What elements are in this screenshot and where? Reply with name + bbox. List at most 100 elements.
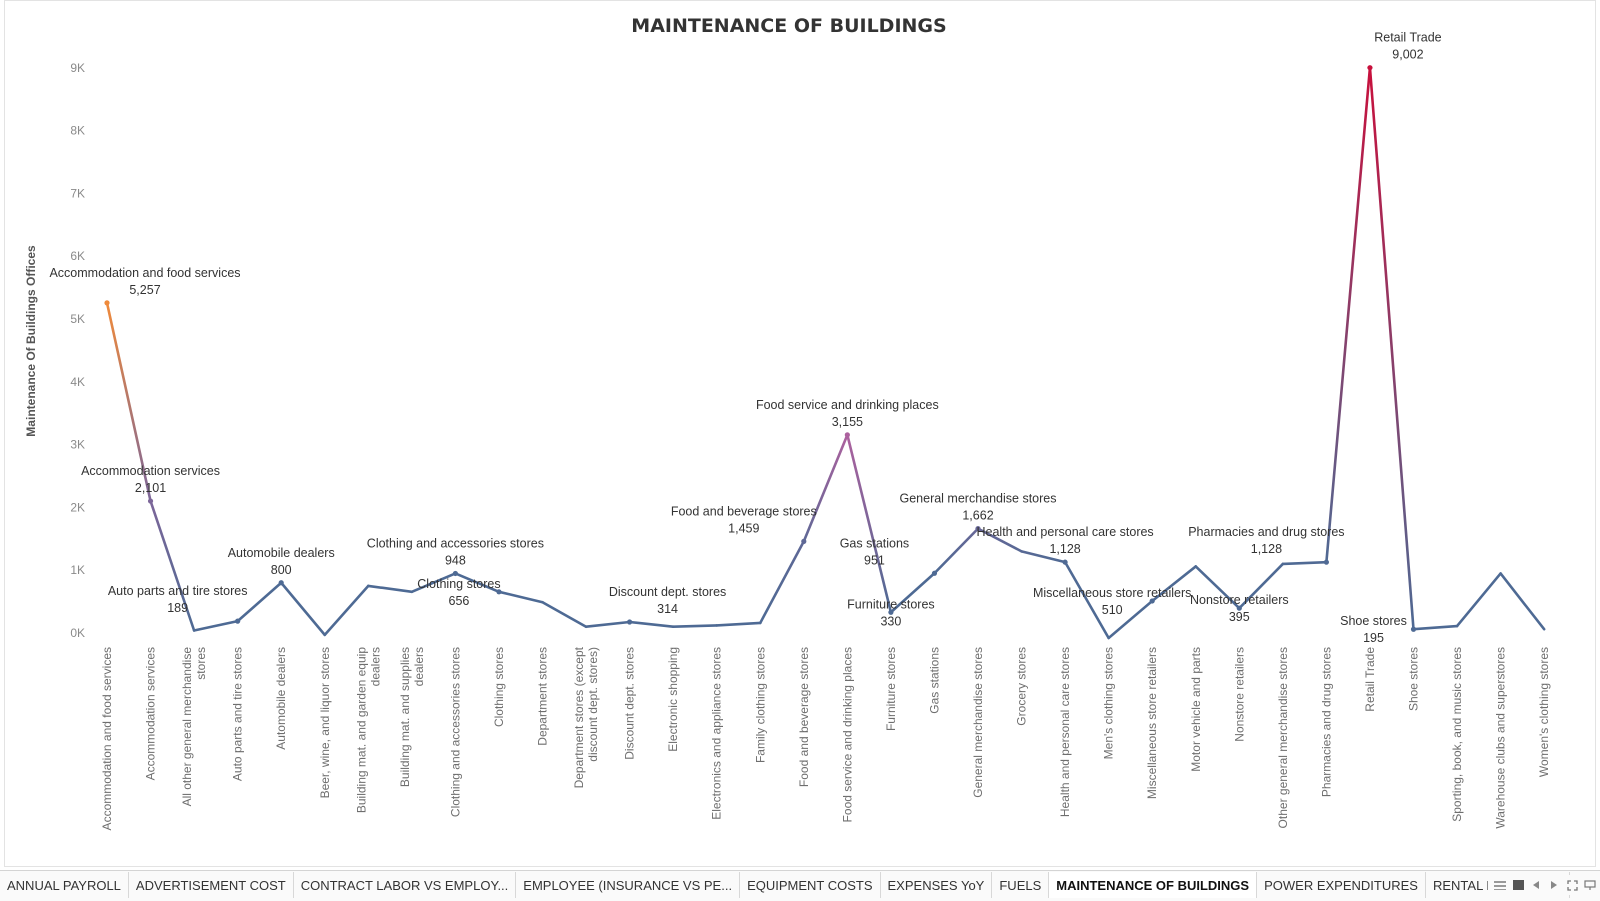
x-tick-line: Accommodation services xyxy=(144,647,158,780)
x-tick-line: Food and beverage stores xyxy=(797,647,811,787)
data-label-name: Food service and drinking places xyxy=(756,398,939,412)
sheet-tab[interactable]: ADVERTISEMENT COST xyxy=(129,872,294,898)
prev-sheet-icon[interactable] xyxy=(1530,879,1542,891)
y-tick-label: 1K xyxy=(70,563,85,577)
sheet-tab[interactable]: FUELS xyxy=(992,872,1050,898)
data-label-value: 330 xyxy=(880,614,901,628)
data-label-value: 195 xyxy=(1363,631,1384,645)
x-tick-line: Gas stations xyxy=(927,647,941,714)
data-label-name: Retail Trade xyxy=(1374,31,1441,45)
data-label-name: General merchandise stores xyxy=(899,492,1056,506)
next-sheet-icon[interactable] xyxy=(1548,879,1560,891)
data-point[interactable] xyxy=(278,580,284,586)
data-point[interactable] xyxy=(627,619,633,625)
x-tick-label: Building mat. and suppliesdealers xyxy=(398,647,426,787)
line-segment xyxy=(1412,624,1459,631)
line-segment xyxy=(1020,550,1067,564)
x-tick-line: Building mat. and supplies xyxy=(398,647,412,787)
data-point[interactable] xyxy=(888,609,894,615)
series-line xyxy=(105,66,1546,640)
line-chart: MAINTENANCE OF BUILDINGS Maintenance Of … xyxy=(24,15,1551,830)
line-segment xyxy=(1281,560,1328,566)
x-tick-label: Grocery stores xyxy=(1015,647,1029,726)
x-tick-line: Shoe stores xyxy=(1407,647,1421,711)
x-tick-line: Women's clothing stores xyxy=(1537,647,1551,777)
x-tick-label: Health and personal care stores xyxy=(1058,647,1072,817)
y-tick-label: 6K xyxy=(70,249,85,263)
data-point[interactable] xyxy=(801,538,807,544)
present-icon[interactable] xyxy=(1584,879,1596,891)
data-label-value: 314 xyxy=(657,602,678,616)
line-segment xyxy=(192,619,239,632)
data-label-value: 1,128 xyxy=(1251,542,1282,556)
y-tick-label: 8K xyxy=(70,124,85,138)
data-point[interactable] xyxy=(1149,598,1155,604)
data-point[interactable] xyxy=(1410,626,1417,632)
fullscreen-icon[interactable] xyxy=(1566,879,1578,891)
show-sheets-icon[interactable] xyxy=(1494,879,1506,891)
filmstrip-icon[interactable] xyxy=(1512,879,1524,891)
data-label-name: Health and personal care stores xyxy=(977,525,1154,539)
data-point[interactable] xyxy=(1367,65,1373,71)
x-axis-ticks: Accommodation and food services Accommoda… xyxy=(100,646,1551,830)
sheet-tab[interactable]: EQUIPMENT COSTS xyxy=(740,872,881,898)
x-tick-line: Building mat. and garden equip xyxy=(354,647,368,813)
data-point[interactable] xyxy=(452,570,458,577)
x-tick-label: Discount dept. stores xyxy=(623,647,637,760)
y-tick-label: 5K xyxy=(70,312,85,326)
data-point[interactable] xyxy=(931,570,938,576)
x-tick-label: Sporting, book, and music stores xyxy=(1450,647,1464,822)
sheet-tab[interactable]: MAINTENANCE OF BUILDINGS xyxy=(1049,872,1258,898)
data-label-name: Miscellaneous store retailers xyxy=(1033,586,1191,600)
data-label: Discount dept. stores 314 xyxy=(609,585,726,616)
x-tick-label: Men's clothing stores xyxy=(1102,647,1116,759)
x-tick-line: dealers xyxy=(412,647,426,686)
line-segment xyxy=(279,581,327,637)
data-point[interactable] xyxy=(147,498,154,504)
data-point[interactable] xyxy=(844,432,850,438)
x-tick-label: Clothing stores xyxy=(492,647,506,727)
line-segment xyxy=(149,499,196,632)
data-point[interactable] xyxy=(496,589,502,595)
data-point[interactable] xyxy=(235,618,241,624)
sheet-tab[interactable]: EXPENSES YoY xyxy=(881,872,993,898)
sheet-tab[interactable]: CONTRACT LABOR VS EMPLOY... xyxy=(294,872,517,898)
line-segment xyxy=(497,590,544,604)
sheet-tab[interactable]: ANNUAL PAYROLL xyxy=(0,872,129,898)
data-label: Retail Trade 9,002 xyxy=(1374,31,1441,62)
y-tick-label: 0K xyxy=(70,626,85,640)
x-tick-label: Auto parts and tire stores xyxy=(231,647,245,781)
data-point[interactable] xyxy=(975,526,981,532)
line-segment xyxy=(1194,565,1241,610)
sheet-tab[interactable]: POWER EXPENDITURES xyxy=(1257,872,1426,898)
line-segment xyxy=(410,572,457,594)
line-segment xyxy=(1368,66,1415,631)
data-label-name: Gas stations xyxy=(840,536,909,550)
sheet-nav-controls xyxy=(1488,875,1596,895)
line-segment xyxy=(976,527,1023,553)
chart-canvas: MAINTENANCE OF BUILDINGS Maintenance Of … xyxy=(4,0,1596,867)
y-tick-label: 9K xyxy=(70,61,85,75)
sheet-tab[interactable]: EMPLOYEE (INSURANCE VS PE... xyxy=(516,872,741,898)
line-segment xyxy=(846,433,893,614)
x-tick-line: Automobile dealers xyxy=(274,647,288,750)
data-point[interactable] xyxy=(1323,559,1329,565)
data-label-value: 5,257 xyxy=(129,283,160,297)
data-label: Accommodation and food services 5,257 xyxy=(49,266,240,297)
data-label-value: 3,155 xyxy=(832,415,863,429)
line-segment xyxy=(933,527,980,575)
x-tick-label: Department stores (exceptdiscount dept. … xyxy=(572,646,600,788)
x-tick-label: All other general merchandisestores xyxy=(180,647,208,807)
x-tick-line: Clothing and accessories stores xyxy=(448,647,462,817)
data-label: Clothing stores 656 xyxy=(417,577,500,608)
data-point[interactable] xyxy=(1236,605,1242,611)
line-segment xyxy=(105,301,152,503)
data-point[interactable] xyxy=(1062,559,1068,565)
x-tick-label: Accommodation and food services xyxy=(100,647,114,830)
line-segment xyxy=(889,571,936,614)
y-axis-ticks: 0K 1K 2K 3K 4K 5K 6K 7K 8K 9K xyxy=(70,61,85,640)
x-tick-label: Accommodation services xyxy=(144,647,158,780)
data-labels: Accommodation and food services 5,257Acco… xyxy=(49,31,1441,646)
x-tick-label: Clothing and accessories stores xyxy=(448,647,462,817)
data-point[interactable] xyxy=(104,300,110,306)
